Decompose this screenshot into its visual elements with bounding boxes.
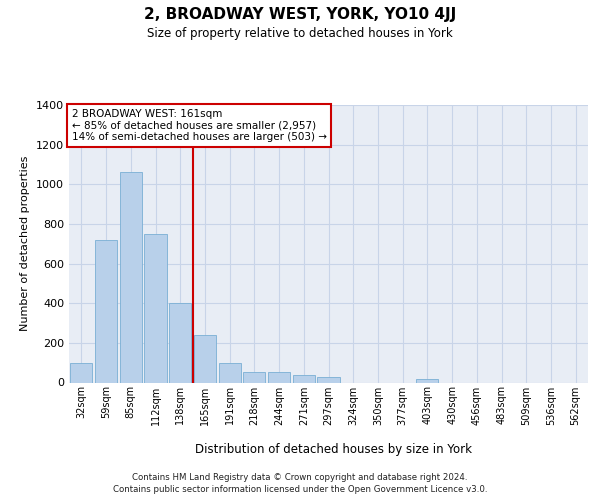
Text: Size of property relative to detached houses in York: Size of property relative to detached ho… — [147, 28, 453, 40]
Bar — [194, 335, 216, 382]
Bar — [145, 234, 167, 382]
Bar — [268, 372, 290, 382]
Text: 2 BROADWAY WEST: 161sqm
← 85% of detached houses are smaller (2,957)
14% of semi: 2 BROADWAY WEST: 161sqm ← 85% of detache… — [71, 109, 326, 142]
Text: Contains public sector information licensed under the Open Government Licence v3: Contains public sector information licen… — [113, 485, 487, 494]
Bar — [317, 376, 340, 382]
Y-axis label: Number of detached properties: Number of detached properties — [20, 156, 31, 332]
Text: 2, BROADWAY WEST, YORK, YO10 4JJ: 2, BROADWAY WEST, YORK, YO10 4JJ — [144, 8, 456, 22]
Bar — [119, 172, 142, 382]
Bar — [218, 362, 241, 382]
Bar — [416, 378, 439, 382]
Text: Distribution of detached houses by size in York: Distribution of detached houses by size … — [194, 442, 472, 456]
Text: Contains HM Land Registry data © Crown copyright and database right 2024.: Contains HM Land Registry data © Crown c… — [132, 472, 468, 482]
Bar — [293, 374, 315, 382]
Bar — [169, 303, 191, 382]
Bar — [95, 240, 117, 382]
Bar — [243, 372, 265, 382]
Bar — [70, 362, 92, 382]
